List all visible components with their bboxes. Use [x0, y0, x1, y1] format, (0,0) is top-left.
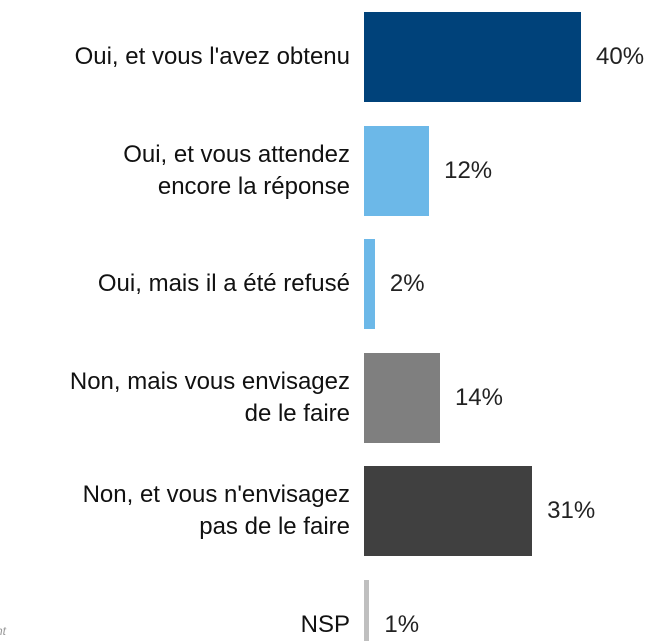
footnote: nt — [0, 624, 7, 638]
value-label: 2% — [389, 270, 425, 297]
bar — [364, 466, 533, 556]
category-label: Non, mais vous envisagez de le faire — [69, 367, 350, 427]
category-label: Oui, et vous attendez encore la réponse — [123, 140, 350, 200]
bar — [364, 239, 375, 329]
bar — [364, 579, 370, 641]
value-label: 40% — [596, 43, 645, 70]
value-label: 14% — [454, 383, 503, 411]
value-label: 31% — [547, 497, 596, 524]
value-label: 1% — [384, 610, 420, 638]
category-label: Oui, et vous l'avez obtenu — [74, 43, 350, 70]
category-label: Oui, mais il a été refusé — [97, 270, 350, 297]
value-label: 12% — [444, 156, 493, 184]
bar — [364, 125, 430, 216]
bar — [364, 352, 440, 443]
category-label: Non, et vous n'envisagez pas de le faire — [82, 481, 350, 540]
category-label: NSP — [300, 610, 350, 638]
bar — [364, 12, 581, 102]
